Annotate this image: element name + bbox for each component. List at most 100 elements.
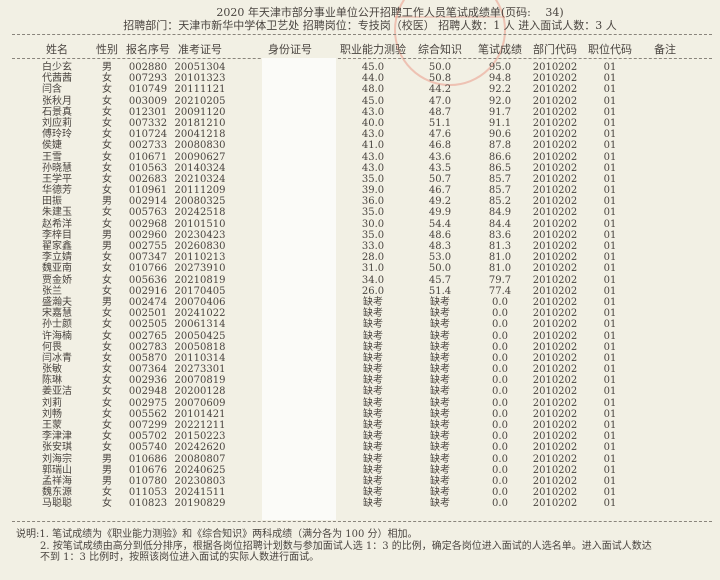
table-row: 朱建玉 女 005763 20242518 35.0 49.9 84.9 2010202 01 bbox=[0, 207, 720, 218]
cell-reg-no: 007293 bbox=[128, 73, 168, 85]
cell-exam-no: 20070609 bbox=[174, 397, 226, 409]
cell-name: 盛瀚夫 bbox=[42, 296, 72, 308]
cell-ability-score: 缺考 bbox=[363, 442, 383, 454]
table-row: 李立婧 女 007347 20110213 28.0 53.0 81.0 2010202 01 bbox=[0, 252, 720, 263]
cell-knowledge-score: 46.7 bbox=[428, 185, 452, 197]
cell-exam-no: 20111121 bbox=[174, 84, 226, 96]
cell-exam-no: 20101421 bbox=[174, 408, 226, 420]
cell-position-code: 01 bbox=[603, 162, 617, 174]
table-row: 翟家鑫 男 002755 20260830 33.0 48.3 81.3 2010202 01 bbox=[0, 241, 720, 252]
header-written-score: 笔试成绩 bbox=[478, 43, 522, 56]
cell-dept-code: 2010202 bbox=[532, 95, 578, 107]
cell-written-score: 87.8 bbox=[488, 140, 512, 152]
cell-dept-code: 2010202 bbox=[532, 453, 578, 465]
cell-exam-no: 20101510 bbox=[174, 218, 226, 230]
cell-dept-code: 2010202 bbox=[532, 252, 578, 264]
cell-gender: 女 bbox=[102, 162, 112, 174]
cell-knowledge-score: 缺考 bbox=[430, 453, 450, 465]
cell-position-code: 01 bbox=[603, 408, 617, 420]
cell-name: 朱建玉 bbox=[42, 207, 72, 219]
cell-gender: 女 bbox=[102, 397, 112, 409]
cell-position-code: 01 bbox=[603, 431, 617, 443]
cell-name: 刘应莉 bbox=[42, 117, 72, 129]
cell-written-score: 0.0 bbox=[492, 487, 508, 499]
cell-knowledge-score: 缺考 bbox=[430, 341, 450, 353]
cell-name: 马聪聪 bbox=[42, 498, 72, 510]
cell-gender: 女 bbox=[102, 431, 112, 443]
cell-exam-no: 20181210 bbox=[174, 117, 226, 129]
cell-name: 傅玲玲 bbox=[42, 129, 72, 141]
cell-written-score: 85.7 bbox=[488, 173, 512, 185]
cell-reg-no: 010563 bbox=[128, 162, 168, 174]
cell-gender: 女 bbox=[102, 84, 112, 96]
cell-ability-score: 缺考 bbox=[363, 330, 383, 342]
cell-gender: 男 bbox=[102, 62, 112, 73]
cell-knowledge-score: 45.7 bbox=[428, 274, 452, 286]
cell-knowledge-score: 49.9 bbox=[428, 207, 452, 219]
cell-ability-score: 缺考 bbox=[363, 464, 383, 476]
cell-gender: 女 bbox=[102, 218, 112, 230]
note-1: 说明:1. 笔试成绩为《职业能力测验》和《综合知识》两科成绩（满分各为 100 … bbox=[16, 529, 418, 540]
cell-reg-no: 005702 bbox=[128, 431, 168, 443]
cell-knowledge-score: 缺考 bbox=[430, 431, 450, 443]
cell-dept-code: 2010202 bbox=[532, 330, 578, 342]
cell-reg-no: 002765 bbox=[128, 330, 168, 342]
cell-dept-code: 2010202 bbox=[532, 442, 578, 454]
table-row: 陈琳 女 002936 20070819 缺考 缺考 0.0 2010202 01 bbox=[0, 375, 720, 386]
table-row: 张兰 女 002916 20170405 26.0 51.4 77.4 2010202 01 bbox=[0, 286, 720, 297]
cell-name: 张兰 bbox=[42, 285, 62, 297]
cell-written-score: 84.9 bbox=[488, 207, 512, 219]
cell-dept-code: 2010202 bbox=[532, 274, 578, 286]
table-row: 孟祥海 男 010780 20230803 缺考 缺考 0.0 2010202 01 bbox=[0, 476, 720, 487]
cell-ability-score: 缺考 bbox=[363, 308, 383, 320]
cell-reg-no: 002505 bbox=[128, 319, 168, 331]
cell-dept-code: 2010202 bbox=[532, 84, 578, 96]
cell-reg-no: 002755 bbox=[128, 241, 168, 252]
cell-exam-no: 20190829 bbox=[174, 498, 226, 510]
cell-ability-score: 39.0 bbox=[361, 185, 385, 197]
cell-ability-score: 缺考 bbox=[363, 498, 383, 510]
cell-written-score: 92.2 bbox=[488, 84, 512, 96]
cell-position-code: 01 bbox=[603, 442, 617, 454]
cell-dept-code: 2010202 bbox=[532, 196, 578, 208]
cell-reg-no: 002474 bbox=[128, 296, 168, 308]
cell-dept-code: 2010202 bbox=[532, 151, 578, 163]
cell-exam-no: 20110213 bbox=[174, 252, 226, 264]
cell-written-score: 0.0 bbox=[492, 420, 508, 431]
cell-written-score: 81.3 bbox=[488, 241, 512, 252]
cell-knowledge-score: 缺考 bbox=[430, 386, 450, 398]
cell-ability-score: 26.0 bbox=[361, 285, 385, 297]
cell-ability-score: 41.0 bbox=[361, 140, 385, 152]
cell-position-code: 01 bbox=[603, 140, 617, 152]
cell-dept-code: 2010202 bbox=[532, 129, 578, 141]
cell-gender: 男 bbox=[102, 464, 112, 476]
cell-name: 贾金娇 bbox=[42, 274, 72, 286]
cell-gender: 女 bbox=[102, 73, 112, 85]
document-title: 2020 年天津市部分事业单位公开招聘工作人员笔试成绩单(页码: 34) bbox=[216, 6, 564, 19]
cell-position-code: 01 bbox=[603, 498, 617, 510]
table-row: 侯婕 女 002733 20080830 41.0 46.8 87.8 2010202 01 bbox=[0, 140, 720, 151]
cell-gender: 女 bbox=[102, 106, 112, 118]
cell-reg-no: 010671 bbox=[128, 151, 168, 163]
cell-ability-score: 缺考 bbox=[363, 341, 383, 353]
cell-exam-no: 20070819 bbox=[174, 375, 226, 387]
cell-gender: 女 bbox=[102, 498, 112, 510]
cell-dept-code: 2010202 bbox=[532, 106, 578, 118]
cell-ability-score: 43.0 bbox=[361, 106, 385, 118]
cell-written-score: 0.0 bbox=[492, 464, 508, 476]
cell-reg-no: 010676 bbox=[128, 464, 168, 476]
table-row: 张安琪 女 005740 20242620 缺考 缺考 0.0 2010202 01 bbox=[0, 442, 720, 453]
cell-position-code: 01 bbox=[603, 386, 617, 398]
cell-dept-code: 2010202 bbox=[532, 386, 578, 398]
header-exam-no: 准考证号 bbox=[178, 43, 222, 56]
table-row: 闫含 女 010749 20111121 48.0 44.2 92.2 2010202 01 bbox=[0, 84, 720, 95]
cell-gender: 女 bbox=[102, 352, 112, 364]
cell-ability-score: 43.0 bbox=[361, 151, 385, 163]
cell-name: 郭瑞山 bbox=[42, 464, 72, 476]
cell-name: 白少玄 bbox=[42, 62, 72, 73]
cell-knowledge-score: 53.0 bbox=[428, 252, 452, 264]
cell-dept-code: 2010202 bbox=[532, 117, 578, 129]
cell-reg-no: 010686 bbox=[128, 453, 168, 465]
cell-position-code: 01 bbox=[603, 151, 617, 163]
cell-dept-code: 2010202 bbox=[532, 431, 578, 443]
